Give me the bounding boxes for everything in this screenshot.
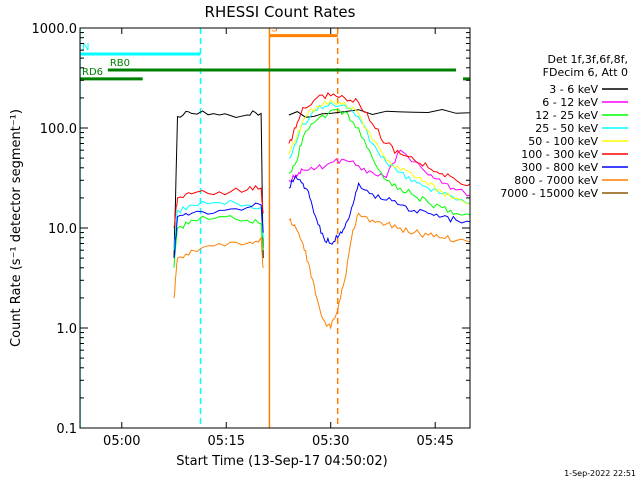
legend-header: Det 1f,3f,6f,8f, — [547, 53, 628, 66]
y-tick-label: 1.0 — [56, 322, 77, 337]
y-tick-label: 10.0 — [48, 222, 77, 237]
series-line — [173, 202, 264, 259]
legend-header: FDecim 6, Att 0 — [543, 66, 628, 79]
series-line — [288, 149, 470, 197]
series-line — [288, 175, 470, 245]
flag-label: S — [271, 24, 277, 35]
legend-label: 12 - 25 keV — [535, 109, 598, 122]
legend-label: 300 - 800 keV — [521, 161, 598, 174]
legend-label: 7000 - 15000 keV — [500, 187, 598, 200]
flag-label: RB0 — [110, 58, 130, 69]
chart-title: RHESSI Count Rates — [205, 3, 356, 21]
y-tick-label: 0.1 — [56, 422, 77, 437]
legend-label: 50 - 100 keV — [528, 135, 598, 148]
series-line — [288, 101, 470, 205]
legend-label: 25 - 50 keV — [535, 122, 598, 135]
y-axis-label: Count Rate (s⁻¹ detector segment⁻¹) — [9, 109, 24, 347]
legend-label: 800 - 7000 keV — [514, 174, 598, 187]
y-tick-label: 1000.0 — [32, 22, 78, 37]
y-tick-label: 100.0 — [40, 122, 77, 137]
series-line — [288, 109, 470, 216]
series-line — [173, 236, 264, 298]
flag-label: N — [82, 42, 89, 53]
series-line — [288, 212, 470, 330]
series-line — [288, 92, 470, 187]
x-tick-label: 05:30 — [312, 434, 349, 449]
series-line — [173, 184, 264, 229]
x-tick-label: 05:15 — [208, 434, 245, 449]
flag-label: RD6 — [82, 67, 103, 78]
x-tick-label: 05:45 — [416, 434, 453, 449]
x-tick-label: 05:00 — [103, 434, 140, 449]
legend-label: 100 - 300 keV — [521, 148, 598, 161]
footer-timestamp: 1-Sep-2022 22:51 — [564, 469, 636, 478]
legend-label: 6 - 12 keV — [542, 96, 598, 109]
series-line — [173, 215, 264, 268]
legend-label: 3 - 6 keV — [549, 83, 598, 96]
series-line — [288, 99, 470, 205]
series-line — [288, 108, 470, 118]
x-axis-label: Start Time (13-Sep-17 04:50:02) — [176, 454, 387, 469]
series-line — [173, 110, 264, 259]
